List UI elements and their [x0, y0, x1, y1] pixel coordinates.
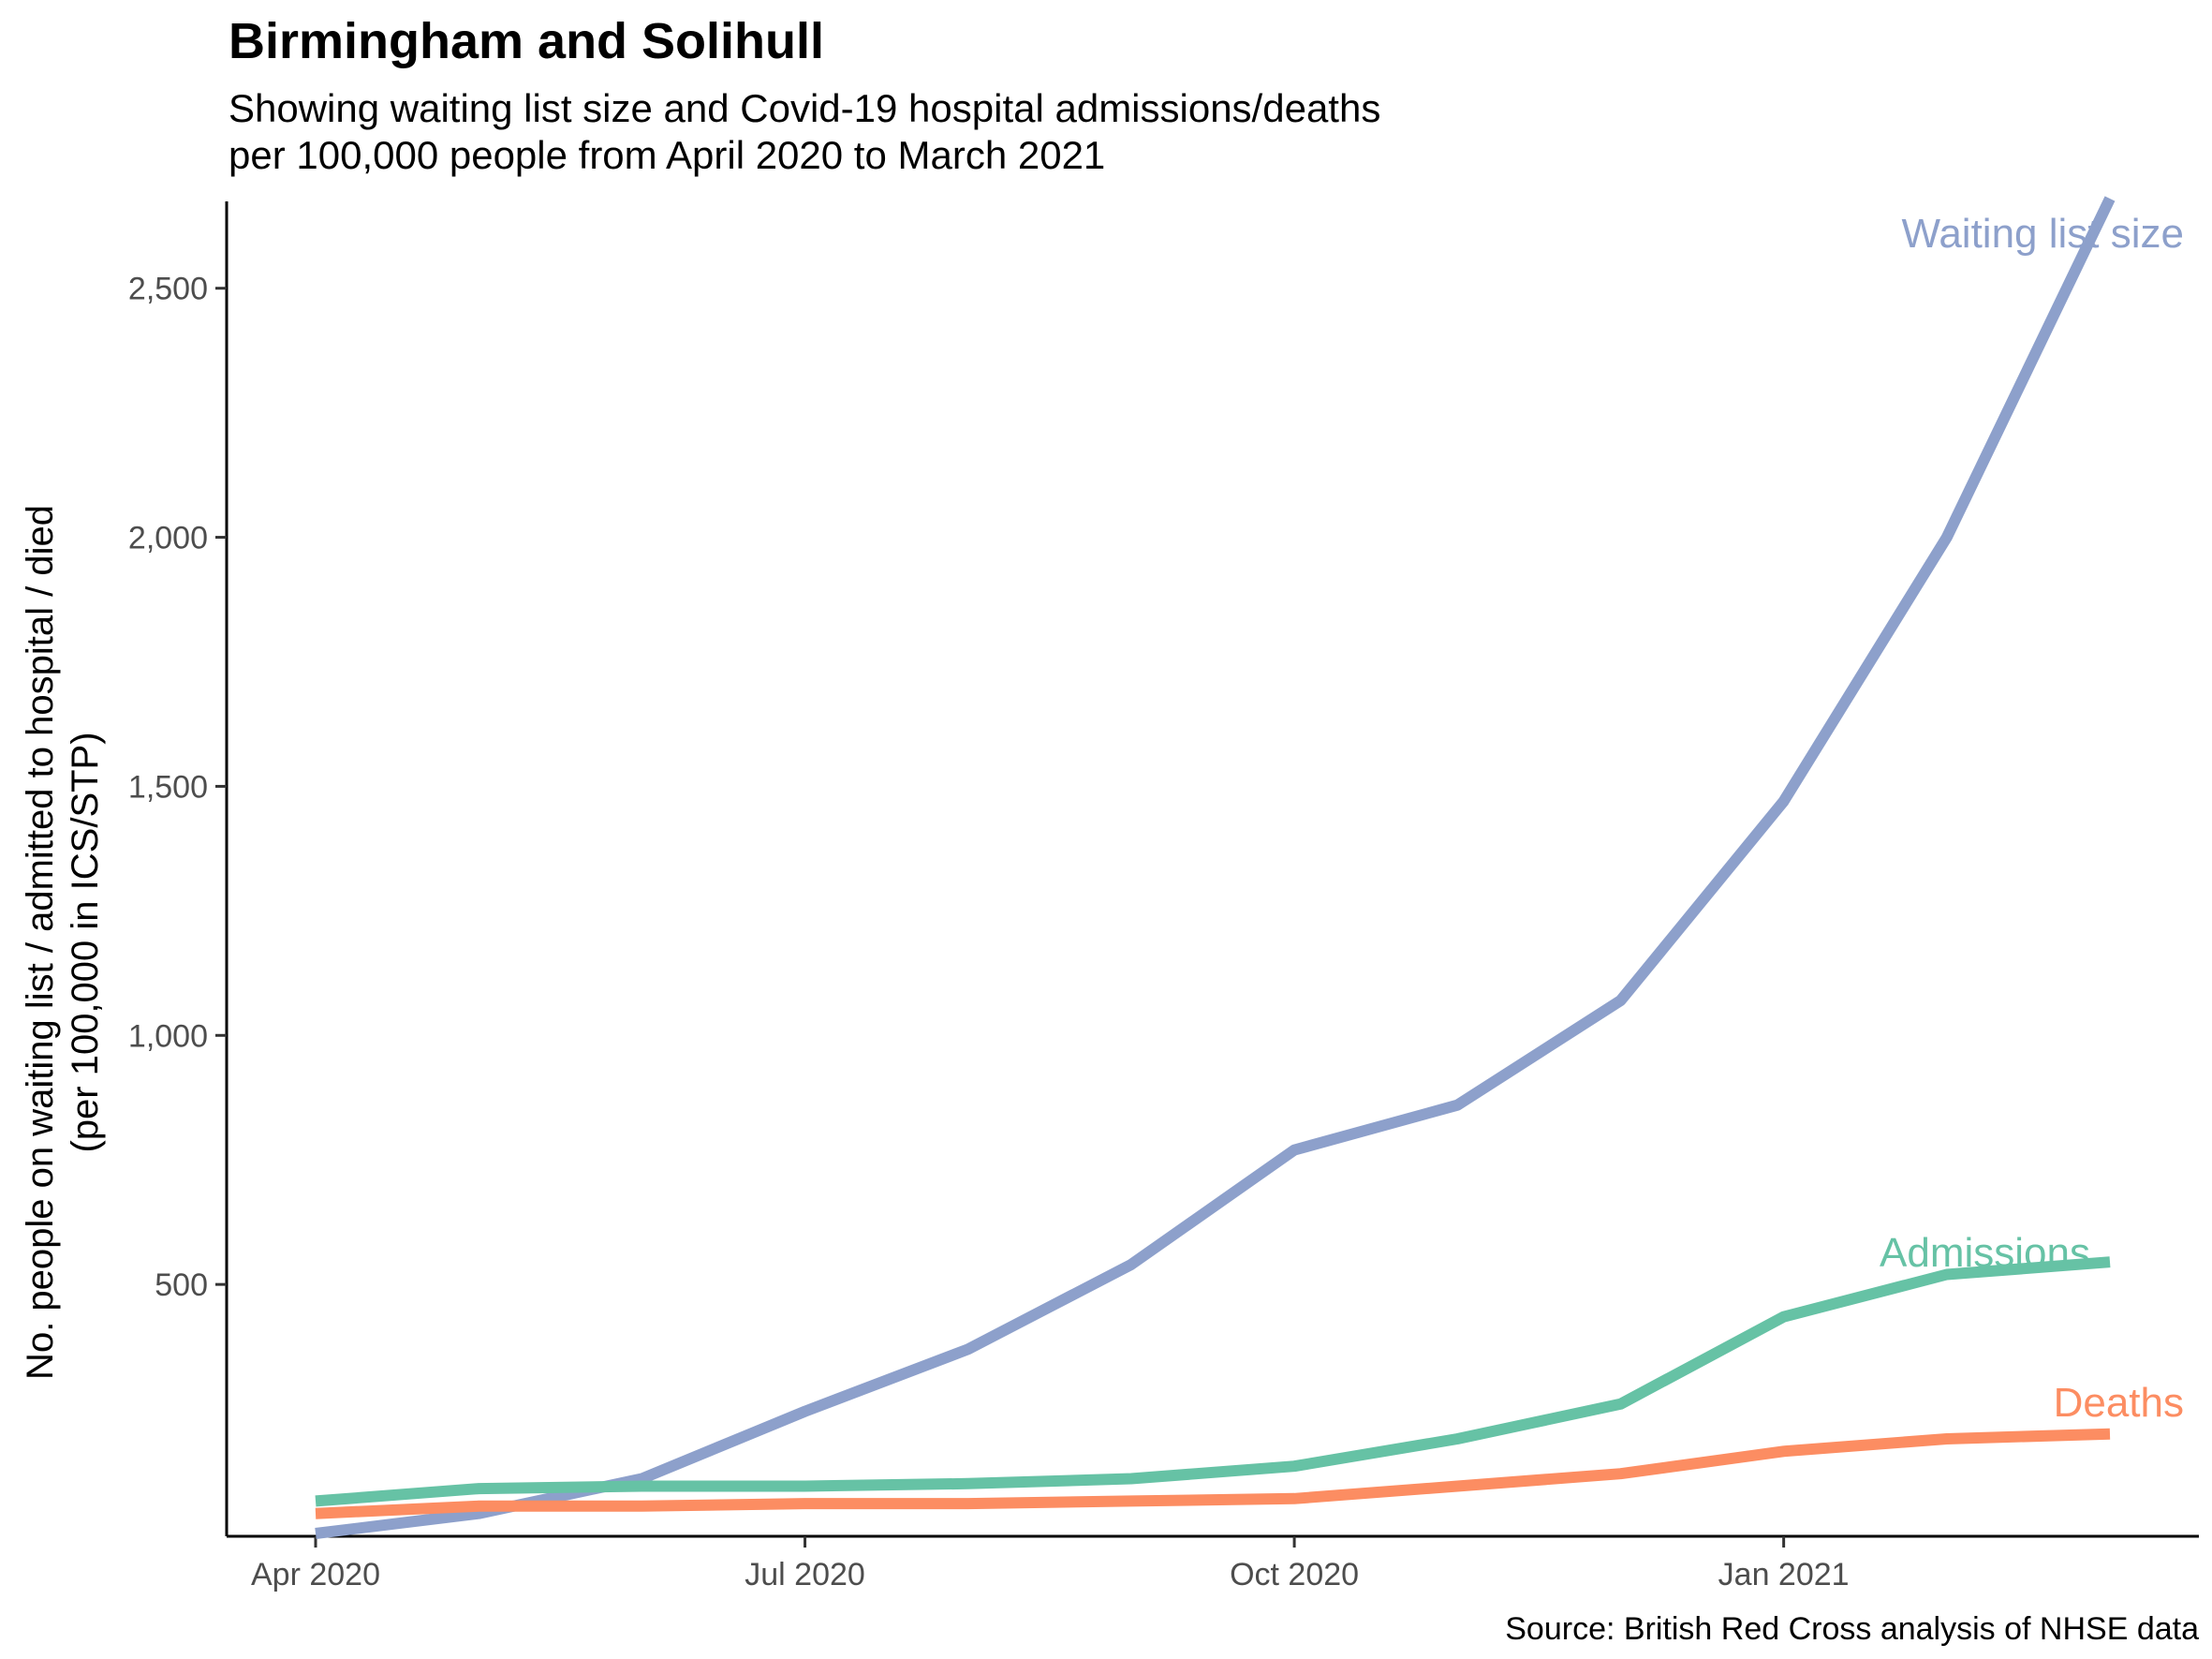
x-tick-label: Oct 2020	[1230, 1557, 1359, 1592]
y-tick-label: 1,500	[128, 769, 208, 805]
series-line-admissions	[315, 1256, 2111, 1507]
chart-subtitle-line-2: per 100,000 people from April 2020 to Ma…	[229, 133, 1105, 177]
y-tick-label: 1,000	[128, 1018, 208, 1054]
plot-area: 500 1,000 1,500 2,000 2,500 Apr 2020 Jul 2020 O…	[128, 196, 2199, 1592]
x-tick-label: Apr 2020	[251, 1557, 380, 1592]
chart-subtitle-line-1: Showing waiting list size and Covid-19 h…	[229, 86, 1380, 130]
y-axis-title-line-2: (per 100,000 in ICS/STP)	[65, 732, 106, 1152]
series-label-waiting-list-size: Waiting list size	[1901, 211, 2184, 257]
y-tick-label: 2,000	[128, 521, 208, 556]
series-label-admissions: Admissions	[1880, 1230, 2090, 1276]
series-line-waiting-list-size	[315, 196, 2116, 1539]
y-axis-title: No. people on waiting list / admitted to…	[20, 505, 106, 1380]
chart-title: Birmingham and Solihull	[229, 13, 824, 69]
x-tick-label: Jan 2021	[1718, 1557, 1850, 1592]
y-axis-title-line-1: No. people on waiting list / admitted to…	[20, 505, 61, 1380]
x-tick-label: Jul 2020	[745, 1557, 865, 1592]
chart-caption: Source: British Red Cross analysis of NH…	[1505, 1611, 2199, 1647]
series-label-deaths: Deaths	[2054, 1380, 2184, 1426]
series-line-deaths	[315, 1428, 2111, 1519]
y-tick-label: 500	[155, 1267, 208, 1303]
y-tick-label: 2,500	[128, 272, 208, 307]
